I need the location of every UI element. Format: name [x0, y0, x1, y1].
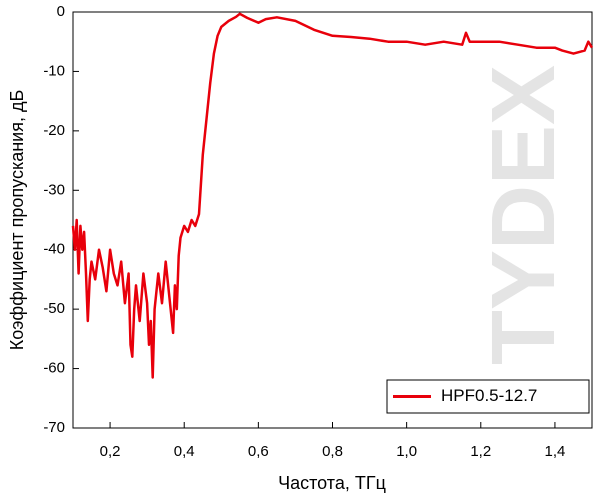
- y-tick-label: -60: [43, 360, 65, 377]
- y-tick-label: -30: [43, 181, 65, 198]
- y-tick-label: 0: [57, 3, 65, 20]
- y-tick-label: -10: [43, 62, 65, 79]
- x-tick-label: 0,2: [100, 443, 121, 460]
- y-tick-label: -20: [43, 122, 65, 139]
- y-tick-label: -50: [43, 300, 65, 317]
- y-tick-label: -70: [43, 419, 65, 436]
- x-tick-label: 0,8: [322, 443, 343, 460]
- y-axis-title: Коэффициент пропускания, дБ: [7, 90, 27, 351]
- x-tick-label: 1,0: [396, 443, 417, 460]
- x-tick-label: 0,6: [248, 443, 269, 460]
- legend-label: HPF0.5-12.7: [441, 386, 537, 405]
- data-line: [71, 12, 594, 379]
- watermark: TYDEX: [474, 65, 574, 365]
- x-tick-label: 1,4: [544, 443, 565, 460]
- x-tick-label: 0,4: [174, 443, 195, 460]
- y-tick-label: -40: [43, 241, 65, 258]
- x-tick-label: 1,2: [470, 443, 491, 460]
- x-axis-title: Частота, ТГц: [278, 473, 386, 493]
